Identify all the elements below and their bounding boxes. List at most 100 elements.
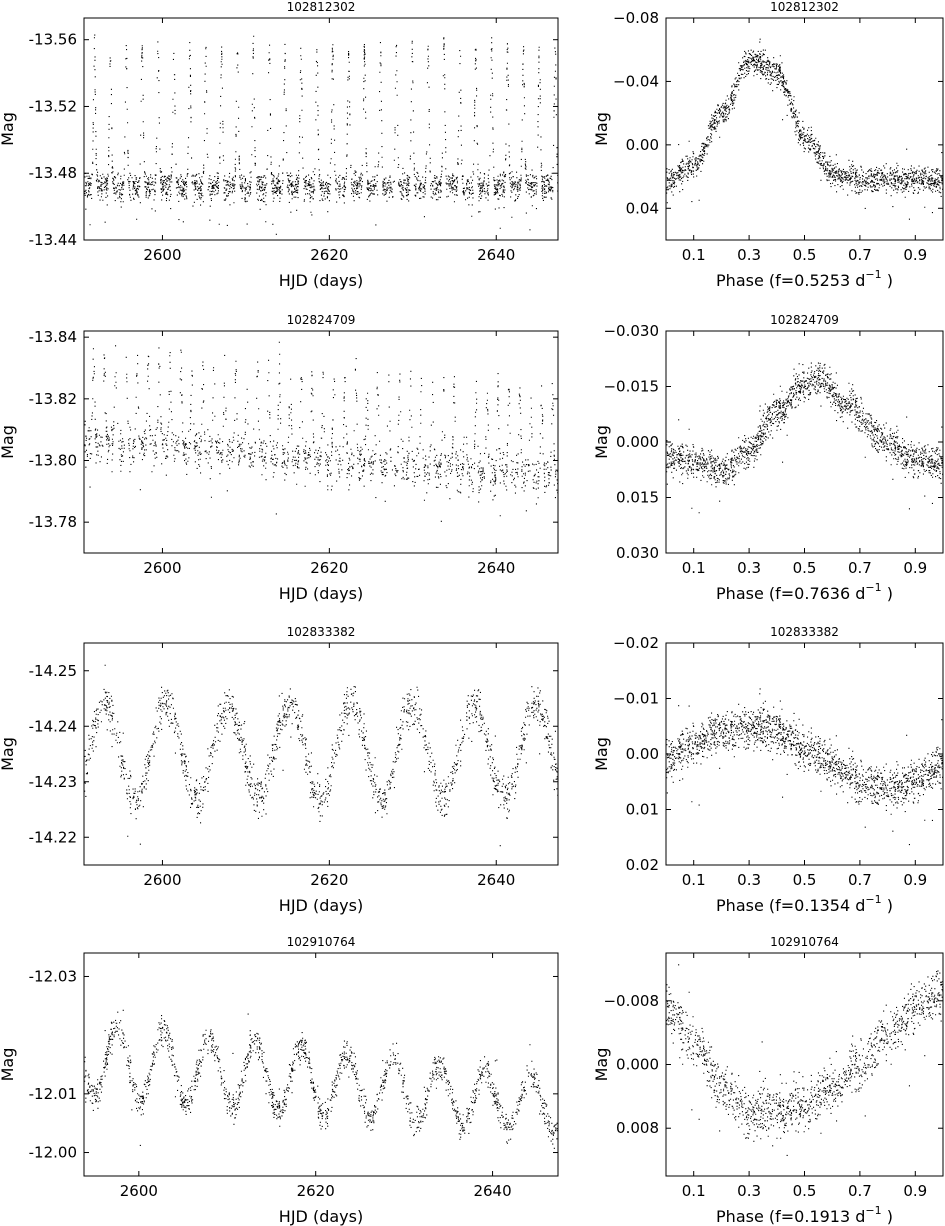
x-axis-label: Phase (f=0.5253 d−1 ) [716,268,893,290]
x-tick-label: 2620 [310,871,348,889]
x-axis-label: Phase (f=0.1354 d−1 ) [716,893,893,915]
chart-panel-6: 0.1 0.3 0.5 0.7 0.9 −0.02 −0.01 0.00 0.01 0.02 102… [592,625,944,915]
y-tick-label: −0.015 [603,378,659,396]
axes-frame [83,330,559,554]
y-tick-label: −0.01 [613,690,659,708]
axes-frame [665,330,944,554]
data-points [84,34,558,235]
axes-frame [83,17,559,241]
x-tick-label: 2600 [143,871,181,889]
y-axis-label: Mag [0,737,17,771]
x-tick-label: 2600 [120,1182,158,1200]
y-tick-label: -13.56 [29,31,77,49]
chart-title: 102812302 [287,0,356,14]
chart-title: 102824709 [287,313,356,327]
x-tick-label: 0.1 [682,559,706,577]
x-tick-label: 0.7 [848,871,872,889]
data-points [84,341,558,522]
y-tick-label: -13.82 [29,390,77,408]
y-tick-label: -12.03 [29,967,77,985]
y-tick-label: −0.08 [613,9,659,27]
axes-frame [83,642,559,866]
x-tick-label: 0.5 [793,1182,817,1200]
chart-panel-4: 0.1 0.3 0.5 0.7 0.9 −0.030 −0.015 0.000 0.015 0.0… [592,313,944,603]
y-tick-label: -12.01 [29,1085,77,1103]
x-tick-label: 2640 [473,1182,511,1200]
x-tick-label: 0.9 [903,246,927,264]
x-tick-label: 2620 [310,559,348,577]
y-tick-label: 0.008 [616,1119,659,1137]
y-tick-label: -14.22 [29,828,77,846]
x-tick-label: 2640 [477,871,515,889]
data-points [666,964,943,1156]
y-tick-label: −0.04 [613,72,659,90]
x-tick-label: 2620 [310,246,348,264]
x-axis-label: Phase (f=0.1913 d−1 ) [716,1204,893,1226]
axes-frame [83,952,559,1177]
y-tick-label: 0.000 [616,1056,659,1074]
y-tick-label: -13.52 [29,97,77,115]
x-tick-label: 0.7 [848,246,872,264]
x-axis-label: HJD (days) [279,584,363,603]
x-tick-label: 2640 [477,246,515,264]
x-tick-label: 0.3 [737,1182,761,1200]
x-tick-label: 0.5 [793,871,817,889]
y-tick-label: 0.015 [616,489,659,507]
x-tick-label: 0.5 [793,246,817,264]
chart-panel-1: 2600 2620 2640 -13.56 -13.52 -13.48 -13.44 1028… [0,0,559,290]
data-points [666,688,943,846]
x-tick-label: 0.1 [682,1182,706,1200]
x-tick-label: 2640 [477,559,515,577]
y-tick-label: 0.04 [626,199,659,217]
y-tick-label: -13.84 [29,328,77,346]
data-points [84,664,558,847]
y-tick-label: -14.23 [29,773,77,791]
chart-title: 102833382 [287,625,356,639]
chart-title: 102812302 [770,0,839,14]
x-tick-label: 2600 [143,246,181,264]
x-tick-label: 0.5 [793,559,817,577]
y-axis-label: Mag [0,112,17,146]
y-tick-label: −0.030 [603,322,659,340]
data-points [666,362,943,514]
chart-title: 102910764 [287,935,356,949]
y-tick-label: 0.01 [626,801,659,819]
x-tick-label: 0.9 [903,1182,927,1200]
y-tick-label: -13.78 [29,513,77,531]
y-tick-label: 0.02 [626,856,659,874]
y-tick-label: -13.80 [29,452,77,470]
y-tick-label: -14.24 [29,717,77,735]
chart-title: 102824709 [770,313,839,327]
x-tick-label: 2600 [143,559,181,577]
y-tick-label: 0.00 [626,136,659,154]
y-tick-label: −0.02 [613,634,659,652]
y-tick-label: 0.030 [616,544,659,562]
y-axis-label: Mag [592,737,611,771]
y-axis-label: Mag [0,425,17,459]
data-points [84,1009,558,1149]
x-tick-label: 0.1 [682,246,706,264]
chart-panel-5: 2600 2620 2640 -14.25 -14.24 -14.23 -14.22 1028… [0,625,559,915]
y-tick-label: 0.00 [626,745,659,763]
chart-panel-3: 2600 2620 2640 -13.84 -13.82 -13.80 -13.78 1028… [0,313,559,603]
x-axis-label: Phase (f=0.7636 d−1 ) [716,581,893,603]
x-tick-label: 0.7 [848,559,872,577]
x-tick-label: 0.3 [737,871,761,889]
axes-frame [665,952,944,1177]
y-axis-label: Mag [0,1048,17,1082]
y-tick-label: -13.44 [29,231,77,249]
x-tick-label: 2620 [297,1182,335,1200]
data-points [666,38,943,220]
x-tick-label: 0.3 [737,246,761,264]
y-axis-label: Mag [592,1048,611,1082]
chart-panel-2: 0.1 0.3 0.5 0.7 0.9 −0.08 −0.04 0.00 0.04 1028123… [592,0,944,290]
y-tick-label: -14.25 [29,662,77,680]
x-tick-label: 0.3 [737,559,761,577]
x-axis-label: HJD (days) [279,271,363,290]
y-axis-label: Mag [592,112,611,146]
x-axis-label: HJD (days) [279,896,363,915]
chart-title: 102833382 [770,625,839,639]
x-tick-label: 0.9 [903,871,927,889]
y-tick-label: -13.48 [29,164,77,182]
